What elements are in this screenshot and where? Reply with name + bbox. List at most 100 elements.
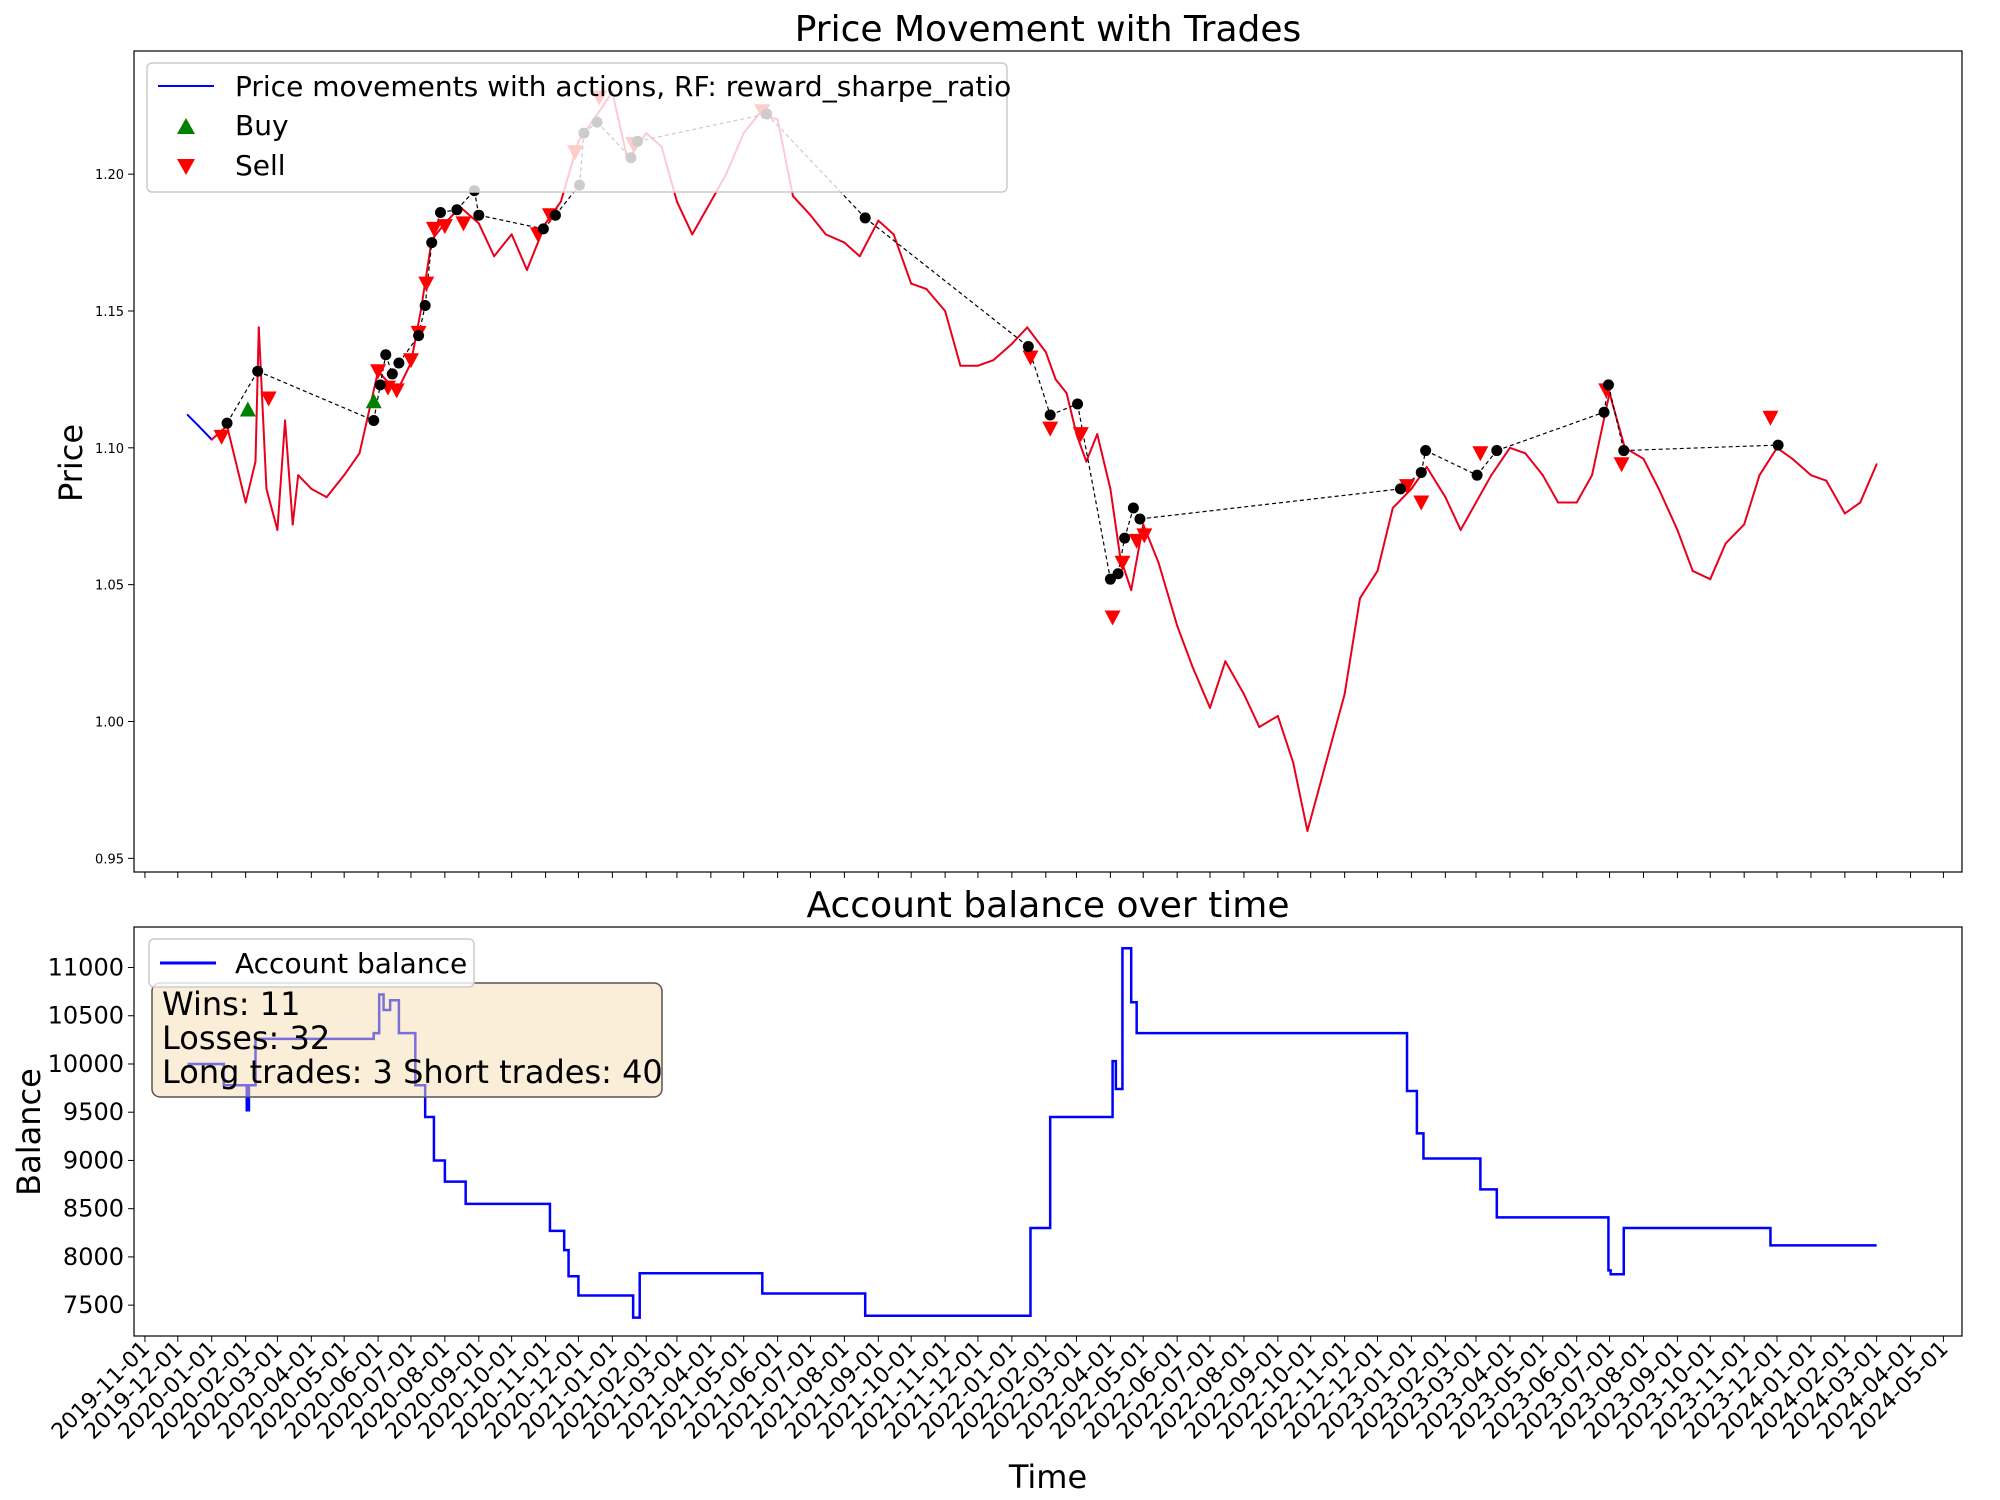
price-chart-title: Price Movement with Trades — [795, 9, 1302, 50]
price-legend: Price movements with actions, RF: reward… — [146, 62, 1011, 193]
price-line-segment — [244, 460, 257, 504]
exit-marker — [1022, 341, 1034, 353]
price-line-segment — [925, 288, 947, 312]
exit-marker — [426, 237, 438, 249]
stats-losses: Losses: 32 — [162, 1019, 330, 1057]
price-line-segment — [691, 200, 712, 236]
price-line-segment — [1743, 474, 1761, 526]
balance-y-ticks: 7500 8000 8500 9000 9500 10000 10500 11000 — [48, 954, 134, 1319]
balance-y-tick-label: 8000 — [63, 1243, 124, 1271]
price-line-segment — [1676, 528, 1694, 572]
exit-marker — [386, 368, 398, 380]
price-line-segment — [1109, 487, 1122, 559]
price-y-ticks: 0.95 1.00 1.05 1.10 1.15 1.20 — [95, 168, 134, 867]
price-line-segment — [992, 342, 1013, 362]
exit-marker — [1772, 439, 1784, 451]
legend-label-price: Price movements with actions, RF: reward… — [235, 70, 1011, 103]
legend-sell-marker — [177, 159, 195, 175]
price-line-segment — [419, 238, 433, 312]
price-line-segment — [1809, 474, 1828, 482]
price-line-segment — [1276, 715, 1295, 764]
trade-link-line — [373, 384, 381, 421]
price-line-segment — [226, 424, 247, 504]
legend-buy-marker — [177, 118, 195, 134]
price-line-segment — [343, 452, 361, 477]
sell-marker — [425, 221, 442, 237]
balance-x-ticks: 2019-11-012019-12-012020-01-012020-02-01… — [47, 1336, 1954, 1445]
price-line-segment — [910, 282, 928, 291]
price-chart: Price Movement with Trades Price 0.95 1.0… — [52, 9, 1963, 878]
price-line-segment — [1843, 501, 1862, 515]
price-line-segment — [1642, 457, 1660, 490]
exit-marker — [1134, 513, 1146, 525]
price-line-segment — [1209, 660, 1227, 709]
price-line-segment — [1044, 351, 1057, 381]
balance-y-tick-label: 10000 — [48, 1050, 124, 1078]
exit-marker — [549, 209, 561, 221]
exit-marker — [1119, 532, 1131, 544]
exit-marker — [451, 204, 463, 216]
price-x-ticks — [144, 872, 1944, 878]
price-line-segment — [1325, 693, 1346, 764]
balance-y-tick-label: 8500 — [63, 1195, 124, 1223]
trade-link-line — [398, 335, 420, 364]
exit-marker — [393, 357, 405, 369]
price-line-segment — [944, 309, 962, 367]
price-line-segment — [1026, 326, 1047, 354]
exit-marker — [1598, 406, 1610, 418]
price-line-segment — [1010, 326, 1029, 345]
price-line-segment — [197, 424, 213, 441]
price-line-segment — [1096, 433, 1112, 490]
price-line-segment — [1343, 597, 1361, 696]
trade-link-line — [226, 370, 259, 424]
trade-link-line — [1124, 507, 1134, 539]
price-line-segment — [843, 241, 861, 258]
exit-marker — [1044, 409, 1056, 421]
trade-link-line — [424, 242, 433, 306]
exit-marker — [473, 209, 485, 221]
trade-link-line — [1117, 538, 1126, 574]
legend-label-balance: Account balance — [235, 947, 467, 980]
price-line-segment — [276, 419, 287, 531]
time-x-axis-label: Time — [1008, 1458, 1087, 1496]
sell-marker — [1128, 533, 1145, 549]
exit-marker — [252, 365, 264, 377]
exit-marker — [1471, 469, 1483, 481]
price-line-segment — [976, 359, 995, 367]
exit-marker — [1112, 568, 1124, 580]
price-line-segment — [1176, 624, 1194, 668]
price-line-segment — [1691, 569, 1712, 581]
price-line-segment — [1444, 496, 1462, 531]
price-line-segment — [1459, 501, 1477, 531]
trade-link-line — [418, 305, 426, 336]
price-line-segment — [1191, 665, 1212, 709]
price-line-segment — [493, 233, 513, 258]
trade-link-line — [1027, 346, 1051, 416]
balance-y-axis-label: Balance — [10, 1068, 48, 1196]
balance-chart: Account balance over time Balance Time 7… — [10, 885, 1963, 1496]
price-line-segment — [291, 474, 300, 526]
sell-marker — [1104, 610, 1121, 626]
price-line-segment — [1825, 479, 1846, 515]
stats-wins: Wins: 11 — [162, 985, 300, 1023]
price-legend-box — [146, 62, 1008, 193]
price-line-segment — [892, 233, 913, 285]
exit-marker — [1104, 573, 1116, 585]
price-line-segment — [877, 219, 895, 236]
trade-link-line — [1623, 444, 1779, 452]
price-line-segment — [1085, 433, 1099, 463]
sell-marker — [388, 383, 405, 399]
price-line-segment — [510, 233, 528, 271]
price-line-segment — [1054, 378, 1068, 395]
sell-marker — [1042, 421, 1059, 437]
sell-marker — [260, 391, 277, 407]
price-y-tick-label: 0.95 — [95, 852, 124, 867]
sell-marker — [1399, 479, 1416, 495]
price-line-segment — [284, 419, 294, 526]
trade-link-line — [1425, 450, 1478, 476]
price-line-segment — [1709, 542, 1727, 581]
exit-marker — [1420, 445, 1432, 457]
price-line-segment — [1490, 446, 1511, 477]
price-line-segment — [1358, 569, 1379, 600]
